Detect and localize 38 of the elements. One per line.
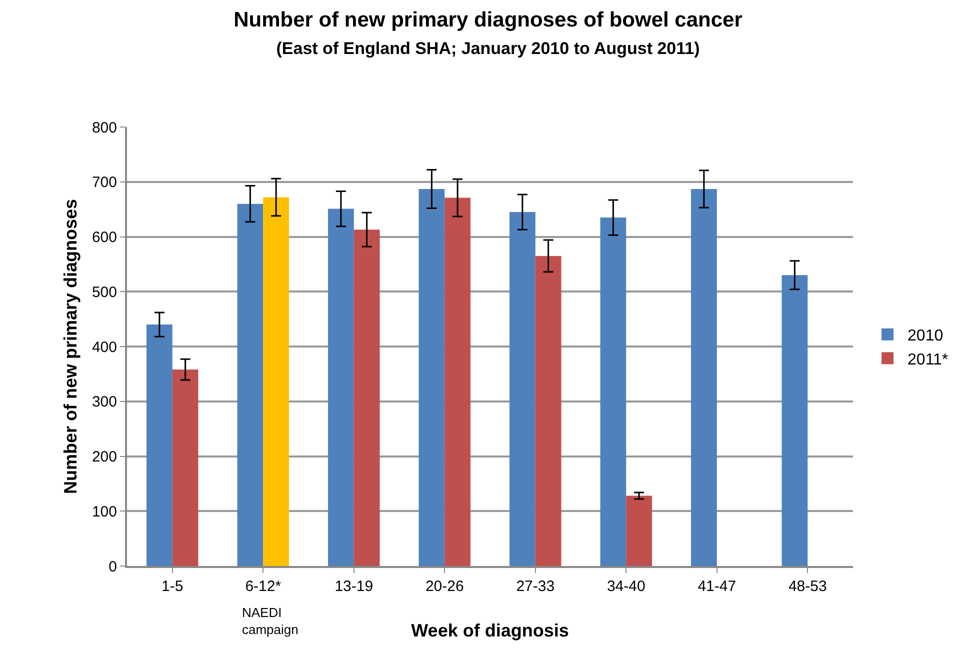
x-tick-label: 1-5 (162, 578, 184, 595)
x-tick-label: 34-40 (606, 578, 646, 595)
y-tick-label: 100 (92, 503, 117, 520)
y-tick-label: 800 (92, 119, 117, 136)
y-tick-label: 200 (92, 448, 117, 466)
y-tick-label: 700 (92, 174, 117, 192)
bar (146, 324, 172, 566)
bar (263, 197, 289, 566)
x-tick-label: 27-33 (516, 578, 555, 595)
text: NAEDI campaign (242, 605, 298, 637)
legend-label: 2010 (908, 328, 944, 345)
bar (691, 189, 717, 566)
x-tick-label: 13-19 (334, 578, 374, 595)
bar (600, 218, 626, 566)
x-axis-title: Week of diagnosis (411, 620, 569, 641)
bar (510, 212, 536, 566)
bar (782, 275, 808, 566)
bar (535, 256, 562, 566)
x-tick-label: 48-53 (788, 578, 827, 595)
bar (626, 496, 652, 566)
x-tick-label: 6-12* (245, 578, 282, 595)
y-tick-label: 600 (92, 229, 117, 246)
bar (172, 370, 198, 566)
x-tick-label: 20-26 (425, 578, 464, 595)
chart-subtitle: (East of England SHA; January 2010 to August 2011) (276, 38, 700, 58)
chart-title: Number of new primary diagnoses of bowel cancer (234, 8, 742, 32)
bar (237, 204, 264, 566)
bar (444, 198, 470, 566)
bar (354, 230, 380, 566)
y-tick-label: 500 (92, 284, 117, 301)
x-tick-label: 41-47 (698, 578, 736, 595)
bar (328, 208, 354, 566)
y-axis-title: Number of new primary diagnoses (60, 198, 81, 494)
y-tick-label: 300 (92, 394, 117, 411)
y-tick-label: 400 (92, 338, 117, 356)
legend-label: 2011* (908, 351, 948, 368)
bar (418, 189, 445, 566)
y-tick-label: 0 (108, 558, 117, 576)
